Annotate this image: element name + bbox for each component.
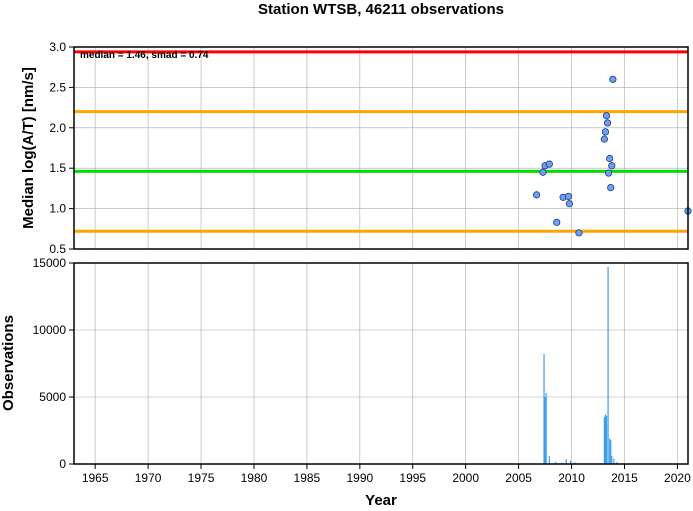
observation-bar <box>611 455 613 464</box>
x-tick-label: 1970 <box>135 471 162 485</box>
median-point <box>601 128 610 136</box>
median-points <box>533 75 692 237</box>
observation-bar <box>555 461 557 464</box>
observation-bar <box>545 392 547 464</box>
bottom-y-tick-label: 0 <box>59 457 66 471</box>
top-y-tick-label: 2.0 <box>49 121 66 135</box>
observation-bar <box>604 414 607 464</box>
x-tick-label: 2015 <box>611 471 638 485</box>
bottom-y-tick-label: 5000 <box>39 390 66 404</box>
top-plot-area <box>74 47 688 249</box>
x-tick-label: 1975 <box>188 471 215 485</box>
median-point <box>564 192 572 201</box>
x-tick-label: 1980 <box>241 471 268 485</box>
observation-bars <box>543 267 618 464</box>
x-tick-label: 1985 <box>294 471 321 485</box>
x-ticks: 1965 1970 1975 1980 1985 1990 1995 2000 2005 2010… <box>82 464 691 485</box>
top-y-tick-label: 3.0 <box>49 40 66 54</box>
x-tick-label: 1990 <box>346 471 373 485</box>
median-point <box>606 154 614 163</box>
median-point <box>565 200 574 208</box>
median-point <box>603 119 612 127</box>
median-point <box>607 183 615 192</box>
reference-lines <box>74 50 688 233</box>
median-point <box>575 229 583 237</box>
median-amplitude-panel: 0.5 1.0 1.5 2.0 2.5 3.0 median = 1.46, smad =… <box>20 40 692 256</box>
observation-bar <box>565 459 567 464</box>
observation-bar <box>616 461 618 464</box>
observation-bar <box>603 417 605 464</box>
observation-bar <box>574 462 576 464</box>
top-y-tick-label: 2.5 <box>49 80 66 94</box>
observation-bar <box>609 438 611 464</box>
median-point <box>602 112 611 120</box>
observation-bar <box>544 397 546 464</box>
median-point <box>609 75 617 83</box>
median-point <box>539 168 547 176</box>
median-point <box>533 191 541 199</box>
x-tick-label: 1995 <box>399 471 426 485</box>
top-y-axis-label: Median log(A/T) [nm/s] <box>20 67 37 229</box>
observation-bar <box>610 439 612 464</box>
bottom-plot-frame <box>73 262 689 465</box>
top-y-ticks: 0.5 1.0 1.5 2.0 2.5 3.0 <box>49 40 74 256</box>
bottom-y-tick-label: 10000 <box>33 323 67 337</box>
x-tick-label: 2000 <box>452 471 479 485</box>
observations-panel: 0 5000 10000 15000 1965 1970 1975 1980 1985 1990… <box>0 256 691 509</box>
median-point <box>605 169 613 177</box>
observation-bar <box>548 455 550 464</box>
x-tick-label: 2010 <box>558 471 585 485</box>
median-point <box>600 135 608 143</box>
bottom-y-axis-label: Observations <box>0 315 17 411</box>
top-plot-frame <box>73 46 689 250</box>
x-tick-label: 2005 <box>505 471 532 485</box>
observation-bar <box>569 460 572 464</box>
median-point <box>608 162 616 170</box>
observation-bar <box>607 267 609 464</box>
median-point <box>545 160 553 168</box>
observation-bar <box>605 415 608 464</box>
x-tick-label: 2020 <box>664 471 691 485</box>
observation-bar <box>543 354 545 464</box>
top-y-tick-label: 1.5 <box>49 161 66 175</box>
x-tick-label: 1965 <box>82 471 109 485</box>
observation-bar <box>613 458 615 464</box>
bottom-plot-area <box>74 263 688 464</box>
median-annotation: median = 1.46, smad = 0.74 <box>80 50 209 61</box>
x-axis-label: Year <box>365 492 397 509</box>
bottom-y-tick-label: 15000 <box>33 256 67 270</box>
median-point <box>553 218 561 226</box>
top-y-tick-label: 0.5 <box>49 242 66 256</box>
bottom-y-ticks: 0 5000 10000 15000 <box>33 256 74 471</box>
chart-title: Station WTSB, 46211 observations <box>258 1 504 18</box>
top-y-tick-label: 1.0 <box>49 202 66 216</box>
